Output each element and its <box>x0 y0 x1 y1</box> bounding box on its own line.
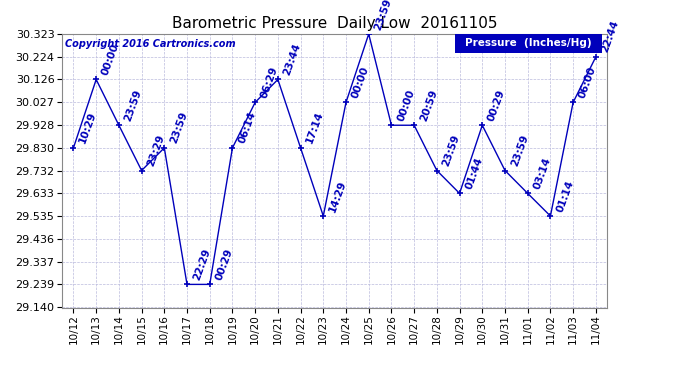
Text: 22:44: 22:44 <box>600 19 621 54</box>
Text: 20:59: 20:59 <box>418 88 439 123</box>
Text: 22:29: 22:29 <box>191 247 212 282</box>
Text: 01:14: 01:14 <box>555 178 575 213</box>
Text: 23:44: 23:44 <box>282 42 303 77</box>
Text: 23:59: 23:59 <box>441 133 462 168</box>
Text: 01:44: 01:44 <box>464 156 484 190</box>
Text: 23:59: 23:59 <box>373 0 393 31</box>
Text: 00:29: 00:29 <box>486 88 507 123</box>
Text: 00:00: 00:00 <box>100 42 121 77</box>
Text: 00:00: 00:00 <box>395 88 416 123</box>
Text: 00:29: 00:29 <box>214 247 235 282</box>
Text: 06:29: 06:29 <box>259 65 280 100</box>
Text: 14:29: 14:29 <box>328 179 348 213</box>
Text: 23:59: 23:59 <box>168 111 189 145</box>
Text: Copyright 2016 Cartronics.com: Copyright 2016 Cartronics.com <box>65 39 235 49</box>
Text: 23:59: 23:59 <box>509 133 530 168</box>
Text: 17:14: 17:14 <box>305 110 326 145</box>
Text: 23:29: 23:29 <box>146 133 166 168</box>
Text: 00:00: 00:00 <box>350 65 371 100</box>
Text: 06:14: 06:14 <box>237 110 257 145</box>
Title: Barometric Pressure  Daily Low  20161105: Barometric Pressure Daily Low 20161105 <box>172 16 497 31</box>
Text: 03:14: 03:14 <box>532 156 553 190</box>
Text: 06:00: 06:00 <box>578 65 598 100</box>
Text: 10:29: 10:29 <box>77 111 98 145</box>
Text: 23:59: 23:59 <box>123 88 144 123</box>
